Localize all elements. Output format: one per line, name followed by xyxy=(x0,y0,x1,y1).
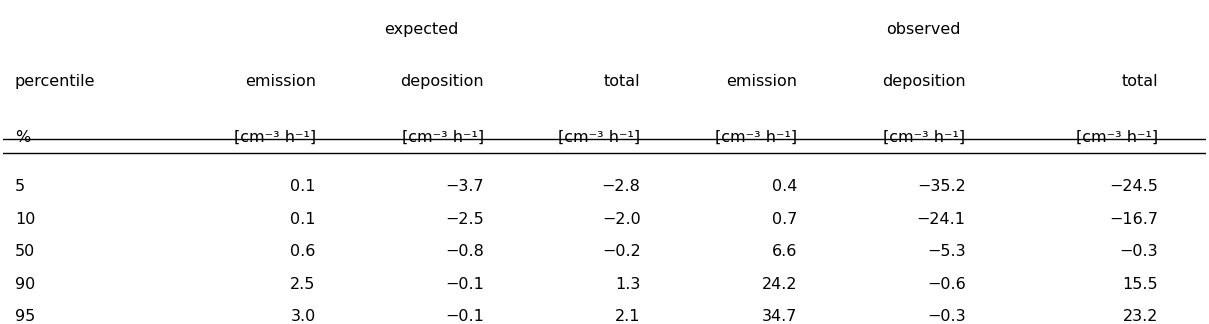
Text: deposition: deposition xyxy=(881,75,966,89)
Text: 15.5: 15.5 xyxy=(1122,277,1158,292)
Text: 95: 95 xyxy=(15,309,35,324)
Text: total: total xyxy=(1122,75,1158,89)
Text: 2.1: 2.1 xyxy=(615,309,641,324)
Text: −0.3: −0.3 xyxy=(1120,244,1158,259)
Text: 3.0: 3.0 xyxy=(290,309,316,324)
Text: −0.6: −0.6 xyxy=(927,277,966,292)
Text: 23.2: 23.2 xyxy=(1123,309,1158,324)
Text: −2.0: −2.0 xyxy=(602,212,641,226)
Text: −0.1: −0.1 xyxy=(445,309,484,324)
Text: 0.1: 0.1 xyxy=(290,212,316,226)
Text: [cm⁻³ h⁻¹]: [cm⁻³ h⁻¹] xyxy=(884,130,966,145)
Text: expected: expected xyxy=(384,22,458,37)
Text: −2.5: −2.5 xyxy=(445,212,484,226)
Text: 50: 50 xyxy=(15,244,35,259)
Text: −2.8: −2.8 xyxy=(602,179,641,194)
Text: 10: 10 xyxy=(15,212,35,226)
Text: emission: emission xyxy=(244,75,316,89)
Text: 1.3: 1.3 xyxy=(615,277,641,292)
Text: −24.1: −24.1 xyxy=(916,212,966,226)
Text: [cm⁻³ h⁻¹]: [cm⁻³ h⁻¹] xyxy=(715,130,797,145)
Text: [cm⁻³ h⁻¹]: [cm⁻³ h⁻¹] xyxy=(403,130,484,145)
Text: 5: 5 xyxy=(15,179,25,194)
Text: 6.6: 6.6 xyxy=(771,244,797,259)
Text: 0.6: 0.6 xyxy=(290,244,316,259)
Text: −0.1: −0.1 xyxy=(445,277,484,292)
Text: total: total xyxy=(604,75,641,89)
Text: −24.5: −24.5 xyxy=(1109,179,1158,194)
Text: −0.3: −0.3 xyxy=(927,309,966,324)
Text: 0.4: 0.4 xyxy=(771,179,797,194)
Text: deposition: deposition xyxy=(400,75,484,89)
Text: percentile: percentile xyxy=(15,75,96,89)
Text: [cm⁻³ h⁻¹]: [cm⁻³ h⁻¹] xyxy=(559,130,641,145)
Text: emission: emission xyxy=(727,75,797,89)
Text: −0.2: −0.2 xyxy=(602,244,641,259)
Text: 34.7: 34.7 xyxy=(762,309,797,324)
Text: 2.5: 2.5 xyxy=(290,277,316,292)
Text: 0.7: 0.7 xyxy=(771,212,797,226)
Text: [cm⁻³ h⁻¹]: [cm⁻³ h⁻¹] xyxy=(233,130,316,145)
Text: 90: 90 xyxy=(15,277,35,292)
Text: [cm⁻³ h⁻¹]: [cm⁻³ h⁻¹] xyxy=(1076,130,1158,145)
Text: −3.7: −3.7 xyxy=(446,179,484,194)
Text: %: % xyxy=(15,130,30,145)
Text: −35.2: −35.2 xyxy=(916,179,966,194)
Text: 0.1: 0.1 xyxy=(290,179,316,194)
Text: −16.7: −16.7 xyxy=(1109,212,1158,226)
Text: observed: observed xyxy=(886,22,961,37)
Text: 24.2: 24.2 xyxy=(762,277,797,292)
Text: −5.3: −5.3 xyxy=(927,244,966,259)
Text: −0.8: −0.8 xyxy=(445,244,484,259)
